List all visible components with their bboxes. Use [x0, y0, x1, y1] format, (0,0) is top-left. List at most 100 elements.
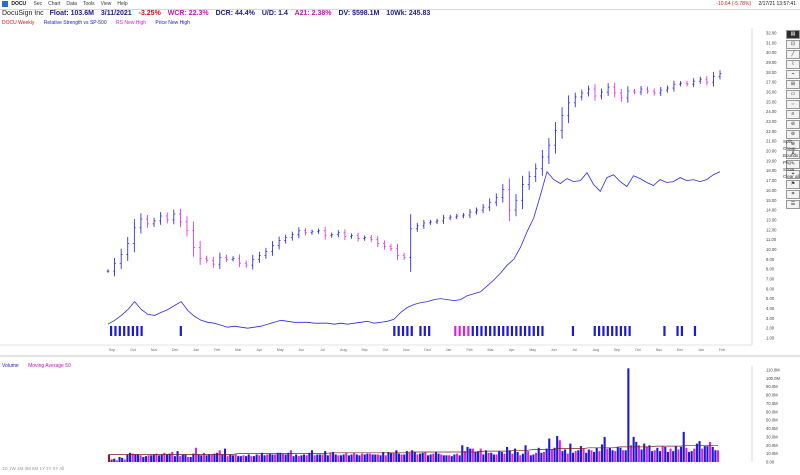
volume-bar — [239, 456, 242, 462]
menu-item-chart[interactable]: Chart — [48, 1, 61, 7]
volume-bar — [437, 453, 440, 462]
volume-bar — [150, 455, 153, 462]
toolbar-label-clear-all[interactable]: Clear all — [783, 174, 800, 179]
volume-bar — [274, 454, 277, 462]
volume-bar — [237, 456, 240, 462]
volume-bar — [113, 458, 116, 462]
price-bar — [429, 219, 432, 226]
price-bar — [409, 214, 413, 272]
new-high-marker — [510, 326, 514, 336]
toolbar-label-show[interactable]: Show — [783, 167, 795, 172]
new-high-marker — [489, 326, 492, 336]
price-bar — [218, 252, 222, 270]
menu-item-sec[interactable]: Sec — [33, 1, 43, 7]
tenwk-stat: 10Wk: 245.83 — [386, 10, 431, 17]
tool-button-17[interactable]: ☰ — [786, 200, 800, 209]
toolbar-label-group[interactable]: Group — [783, 146, 796, 151]
time-tick-label: Apr — [256, 348, 262, 352]
new-high-marker — [401, 326, 405, 336]
tool-button-6[interactable]: ▭ — [786, 90, 800, 99]
menu-item-tools[interactable]: Tools — [82, 1, 95, 7]
volume-bar — [376, 454, 379, 462]
price-bar — [185, 216, 189, 237]
volume-bar — [487, 452, 490, 462]
volume-bar — [300, 455, 303, 462]
tool-button-16[interactable]: ⌗ — [786, 190, 800, 199]
tool-button-4[interactable]: ⌁ — [786, 70, 800, 79]
price-bar — [317, 228, 320, 234]
toolbar-label-pkg[interactable]: Pkg — [783, 160, 791, 165]
volume-bar — [571, 452, 575, 462]
volume-bar — [698, 441, 701, 462]
time-tick-label: Dec — [677, 348, 684, 352]
volume-bar — [313, 455, 316, 462]
time-tick-label: Sep — [614, 348, 620, 352]
time-tick-label: Feb — [214, 348, 220, 352]
new-high-marker — [423, 326, 426, 336]
volume-bar — [363, 454, 366, 462]
price-bar — [442, 214, 446, 224]
volume-bar — [421, 452, 424, 462]
volume-bar — [139, 455, 142, 462]
legend-item-price[interactable]: DOCU Weekly — [2, 20, 35, 26]
toolbar-label-split[interactable]: Split — [783, 139, 792, 144]
menu-item-data[interactable]: Data — [66, 1, 77, 7]
volume-bar — [706, 446, 709, 462]
volume-bar — [419, 453, 422, 462]
price-bar — [593, 84, 597, 101]
volume-bar — [403, 454, 406, 462]
tool-button-9[interactable]: ⊘ — [786, 120, 800, 129]
volume-bar — [242, 455, 245, 462]
new-high-marker — [118, 326, 121, 336]
legend-item-rs-new-high[interactable]: RS New High — [116, 20, 147, 26]
menu-item-help[interactable]: Help — [117, 1, 128, 7]
change-stat: -3.25% — [138, 10, 161, 17]
tool-button-15[interactable]: ⚑ — [786, 180, 800, 189]
volume-bar — [384, 455, 387, 462]
legend-item-rs[interactable]: Relative Strength vs SP-500 — [43, 20, 107, 26]
volume-bar — [661, 446, 664, 462]
tool-button-0[interactable]: ▤ — [786, 30, 800, 39]
new-high-marker — [506, 326, 509, 336]
price-bar — [238, 254, 242, 268]
volume-tick-label: 100.0M — [766, 376, 780, 381]
legend-item-price-new-high[interactable]: Price New High — [155, 20, 190, 26]
new-high-marker — [615, 326, 618, 336]
app-logo-icon — [2, 0, 8, 7]
tool-button-2[interactable]: ╱ — [786, 50, 800, 59]
tool-button-1[interactable]: ⊡ — [786, 40, 800, 49]
volume-bar — [245, 456, 248, 462]
price-bar — [619, 89, 623, 102]
volume-bar — [424, 451, 427, 462]
volume-bar — [163, 452, 166, 462]
price-bar — [382, 240, 386, 250]
new-high-marker — [611, 326, 614, 336]
volume-bar — [115, 460, 118, 462]
volume-tick-label: 20.0M — [766, 443, 778, 448]
toolbar-label-bounds[interactable]: Bounds — [783, 153, 799, 158]
legend-item-volume[interactable]: Volume — [2, 363, 19, 369]
volume-bar — [194, 447, 198, 462]
time-tick-label: May — [277, 348, 284, 352]
price-bar — [323, 226, 327, 240]
price-tick-label: 10.00 — [766, 247, 777, 252]
period-selector[interactable]: 1D 1W 1M 3M 6M 1Y 2Y 5Y All — [2, 466, 65, 471]
tool-button-8[interactable]: ≡ — [786, 110, 800, 119]
volume-bar — [200, 455, 203, 462]
volume-bar — [532, 454, 535, 462]
tool-button-5[interactable]: ⊞ — [786, 80, 800, 89]
volume-bar — [471, 448, 474, 462]
tool-button-7[interactable]: ⇔ — [786, 100, 800, 109]
volume-legend: Volume Moving Average 50 — [2, 363, 71, 369]
price-tick-label: 13.00 — [766, 217, 777, 222]
price-bar — [527, 171, 531, 190]
time-tick-label: Feb — [719, 348, 725, 352]
legend-item-ma50[interactable]: Moving Average 50 — [28, 363, 71, 369]
ticker-input[interactable]: DOCU — [11, 1, 27, 7]
volume-bar — [121, 457, 124, 462]
menu-item-view[interactable]: View — [100, 1, 112, 7]
new-high-marker — [476, 326, 479, 336]
price-bar — [106, 269, 110, 273]
tool-button-3[interactable]: ⌇ — [786, 60, 800, 69]
